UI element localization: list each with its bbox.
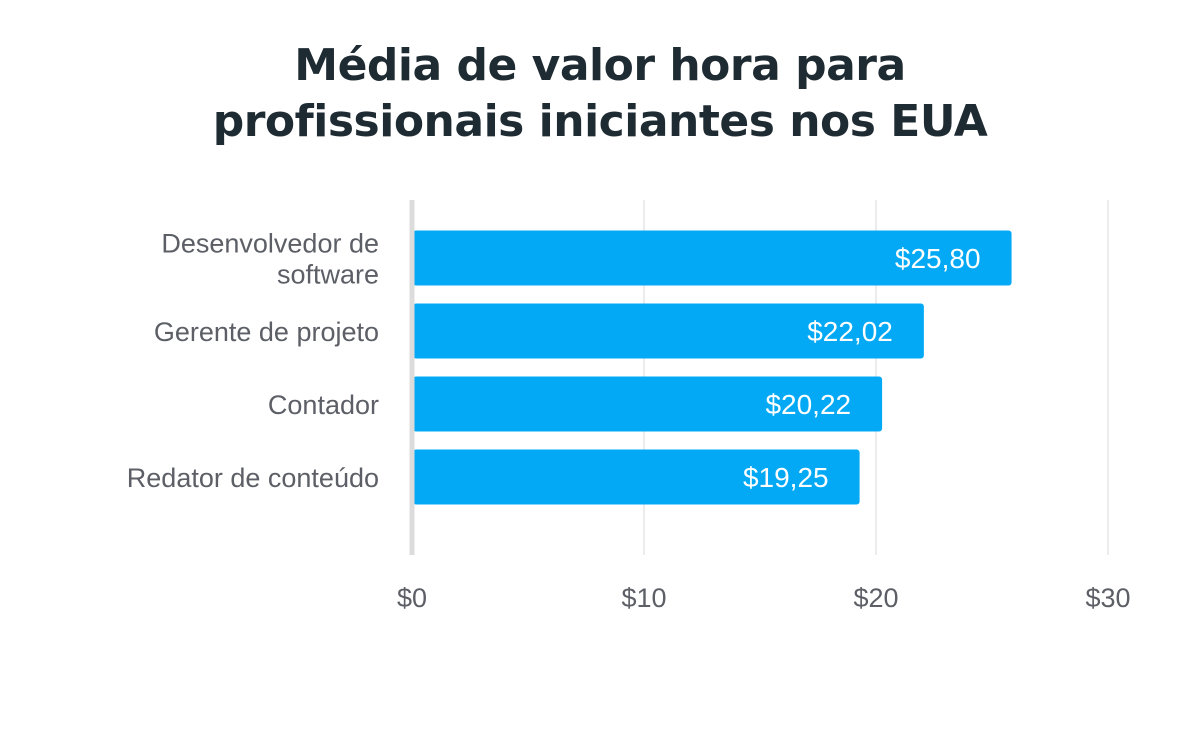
bar-value-label: $19,25	[743, 462, 829, 493]
chart-title: Média de valor hora para profissionais i…	[0, 38, 1200, 150]
category-label: Redator de conteúdo	[127, 463, 379, 493]
bar	[413, 376, 883, 432]
bar	[413, 449, 860, 505]
category-label: Contador	[268, 390, 379, 420]
bar	[413, 230, 1012, 286]
bars: $25,80 $22,02 $20,22 $19,25	[413, 230, 1012, 505]
tick-label: $30	[1085, 583, 1130, 613]
category-label: software	[277, 260, 379, 290]
tick-label: $0	[397, 583, 427, 613]
bar-value-label: $25,80	[895, 243, 981, 274]
bar-value-label: $20,22	[765, 389, 851, 420]
chart-title-line-2: profissionais iniciantes nos EUA	[212, 96, 988, 147]
category-label: Gerente de projeto	[154, 317, 379, 347]
bar-value-label: $22,02	[807, 316, 893, 347]
chart-title-line-1: Média de valor hora para	[294, 40, 906, 91]
bar	[413, 303, 924, 359]
tick-labels: $0 $10 $20 $30	[397, 583, 1131, 613]
tick-label: $10	[621, 583, 666, 613]
category-label: Desenvolvedor de	[161, 229, 379, 259]
tick-label: $20	[853, 583, 898, 613]
